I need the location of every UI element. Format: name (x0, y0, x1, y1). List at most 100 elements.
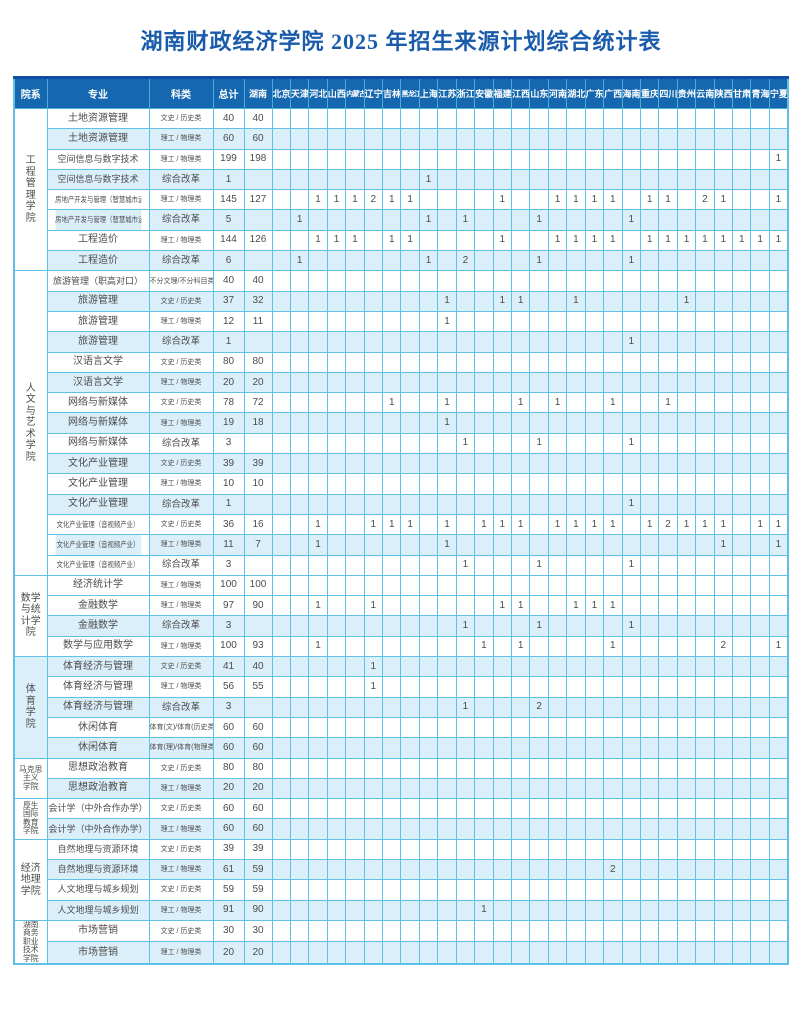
value-cell (382, 148, 402, 170)
value-cell (289, 392, 310, 414)
value-cell (382, 453, 402, 475)
value-cell: 59 (243, 879, 273, 901)
value-cell (695, 453, 715, 475)
value-cell (621, 595, 641, 617)
value-cell: 1 (750, 229, 770, 252)
value-cell (437, 107, 457, 130)
total-cell: 59 (212, 879, 245, 901)
value-cell (326, 250, 347, 272)
value-cell (308, 798, 328, 820)
value-cell (768, 615, 789, 637)
value-cell (308, 941, 328, 965)
value-cell (639, 270, 660, 292)
value-cell (695, 615, 715, 637)
value-cell (566, 818, 586, 840)
col-header-province: 广西 (603, 77, 623, 109)
value-cell (695, 392, 715, 414)
value-cell (713, 757, 734, 779)
value-cell (732, 270, 752, 292)
value-cell: 72 (243, 392, 273, 414)
value-cell (584, 168, 605, 191)
category-cell: 理工 / 物理类 (148, 128, 214, 150)
value-cell (437, 128, 457, 150)
value-cell (768, 716, 789, 739)
value-cell (603, 899, 623, 921)
value-cell: 18 (243, 412, 273, 434)
major-cell: 房地产开发与管理（智慧城市运营） (54, 189, 142, 211)
value-cell (529, 168, 549, 191)
value-cell (418, 290, 439, 312)
value-cell: 1 (713, 513, 734, 536)
value-cell (658, 270, 678, 292)
value-cell (400, 412, 420, 434)
value-cell (382, 696, 402, 718)
value-cell (768, 879, 789, 901)
value-cell: 1 (658, 189, 678, 211)
value-cell (382, 777, 402, 800)
value-cell (474, 351, 494, 373)
value-cell (566, 128, 586, 150)
value-cell (308, 168, 328, 191)
value-cell (603, 879, 623, 901)
total-cell: 80 (212, 757, 245, 779)
value-cell (603, 270, 623, 292)
value-cell (695, 777, 715, 800)
value-cell (474, 432, 494, 455)
table-row: 休闲体育 体育(理)/体育(物理类) 60 60 (14, 737, 789, 759)
value-cell (455, 270, 476, 292)
value-cell (289, 757, 310, 779)
value-cell: 2 (695, 189, 715, 211)
value-cell (732, 493, 752, 515)
value-cell (768, 371, 789, 394)
value-cell (455, 473, 476, 495)
major-cell: 自然地理与资源环境 (46, 858, 150, 881)
value-cell (345, 818, 365, 840)
value-cell (639, 818, 660, 840)
table-row: 旅游管理 理工 / 物理类 12 11 1 (14, 310, 789, 333)
value-cell (271, 290, 291, 312)
value-cell (566, 107, 586, 130)
value-cell (566, 574, 586, 597)
value-cell (732, 777, 752, 800)
category-cell: 综合改革 (148, 168, 214, 191)
value-cell (713, 168, 734, 191)
value-cell (768, 250, 789, 272)
total-cell: 3 (212, 615, 245, 637)
value-cell (363, 432, 384, 455)
value-cell (289, 534, 310, 556)
value-cell (363, 148, 384, 170)
value-cell (308, 310, 328, 333)
value-cell (621, 412, 641, 434)
value-cell (271, 209, 291, 231)
value-cell: 60 (243, 128, 273, 150)
value-cell (750, 941, 770, 965)
value-cell (363, 635, 384, 658)
value-cell (676, 453, 697, 475)
value-cell (603, 574, 623, 597)
value-cell (243, 432, 273, 455)
value-cell (474, 412, 494, 434)
value-cell (400, 453, 420, 475)
value-cell (584, 716, 605, 739)
value-cell (658, 168, 678, 191)
value-cell (584, 331, 605, 353)
value-cell (584, 209, 605, 231)
value-cell (418, 574, 439, 597)
col-header-province: 内蒙古 (345, 77, 365, 109)
value-cell (750, 574, 770, 597)
category-cell: 文史 / 历史类 (148, 879, 214, 901)
value-cell (326, 351, 347, 373)
value-cell (400, 737, 420, 759)
total-cell: 20 (212, 777, 245, 800)
value-cell (382, 168, 402, 191)
value-cell (750, 189, 770, 211)
table-row: 房地产开发与管理（智慧城市运营）理工 / 物理类1451271112111111… (14, 189, 789, 211)
value-cell (584, 128, 605, 150)
value-cell (584, 696, 605, 718)
value-cell (326, 858, 347, 881)
value-cell: 1 (639, 229, 660, 252)
total-cell: 10 (212, 473, 245, 495)
value-cell (566, 351, 586, 373)
value-cell: 1 (510, 290, 531, 312)
value-cell (676, 595, 697, 617)
